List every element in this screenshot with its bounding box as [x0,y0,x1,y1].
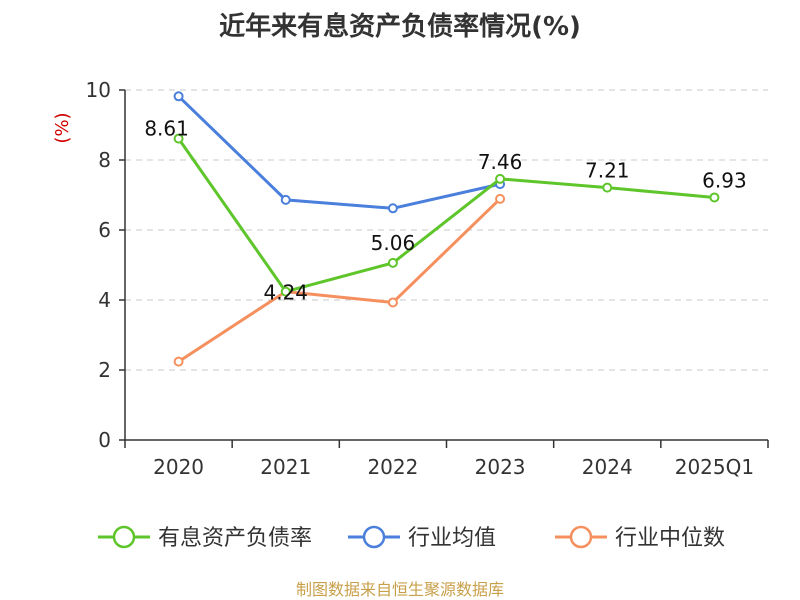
data-point [495,193,506,204]
data-label: 5.06 [371,231,416,255]
legend-marker [569,525,593,549]
y-tick-label: 0 [98,428,111,452]
source-note: 制图数据来自恒生聚源数据库 [295,580,504,599]
data-point [495,173,506,184]
legend-marker [362,525,386,549]
data-labels: 8.61 4.24 5.06 7.46 7.21 6.93 [144,117,746,305]
data-point [387,297,398,308]
legend-entry: 行业中位数 [615,526,725,551]
data-point [280,194,291,205]
chart-title: 近年来有息资产负债率情况(%) [219,12,581,42]
data-point [387,203,398,214]
y-tick-label: 6 [98,218,111,242]
legend-entry: 行业均值 [408,526,496,551]
y-axis-label: (%) [52,112,73,143]
x-tick-label: 2025Q1 [675,455,754,479]
data-point [387,257,398,268]
data-point [280,286,291,297]
data-label: 6.93 [702,168,747,192]
data-point [602,182,613,193]
legend-marker [112,525,136,549]
data-point [709,192,720,203]
x-tick-label: 2021 [260,455,311,479]
data-point [173,91,184,102]
y-tick-label: 10 [86,78,111,102]
x-tick-label: 2024 [582,455,633,479]
series-line [177,95,501,210]
data-label: 7.21 [585,159,630,183]
legend-entry: 有息资产负债率 [158,526,312,551]
legend: 有息资产负债率 行业均值 行业中位数 [98,525,725,551]
series-group [173,91,720,367]
series-line [177,197,502,363]
data-label: 4.24 [263,281,308,305]
y-tick-label: 2 [98,358,111,382]
y-tick-label: 8 [98,148,111,172]
y-tick-label: 4 [98,288,111,312]
x-tick-label: 2022 [367,455,418,479]
data-label: 8.61 [144,117,189,141]
x-tick-label: 2020 [153,455,204,479]
data-point [173,133,184,144]
series-line [177,137,715,294]
axes: 0 2 4 6 8 10 2020 2021 2022 2023 2024 2025Q1 [86,78,769,479]
data-point [173,356,184,367]
grid-lines [125,89,768,371]
x-tick-label: 2023 [475,455,526,479]
data-label: 7.46 [478,150,523,174]
